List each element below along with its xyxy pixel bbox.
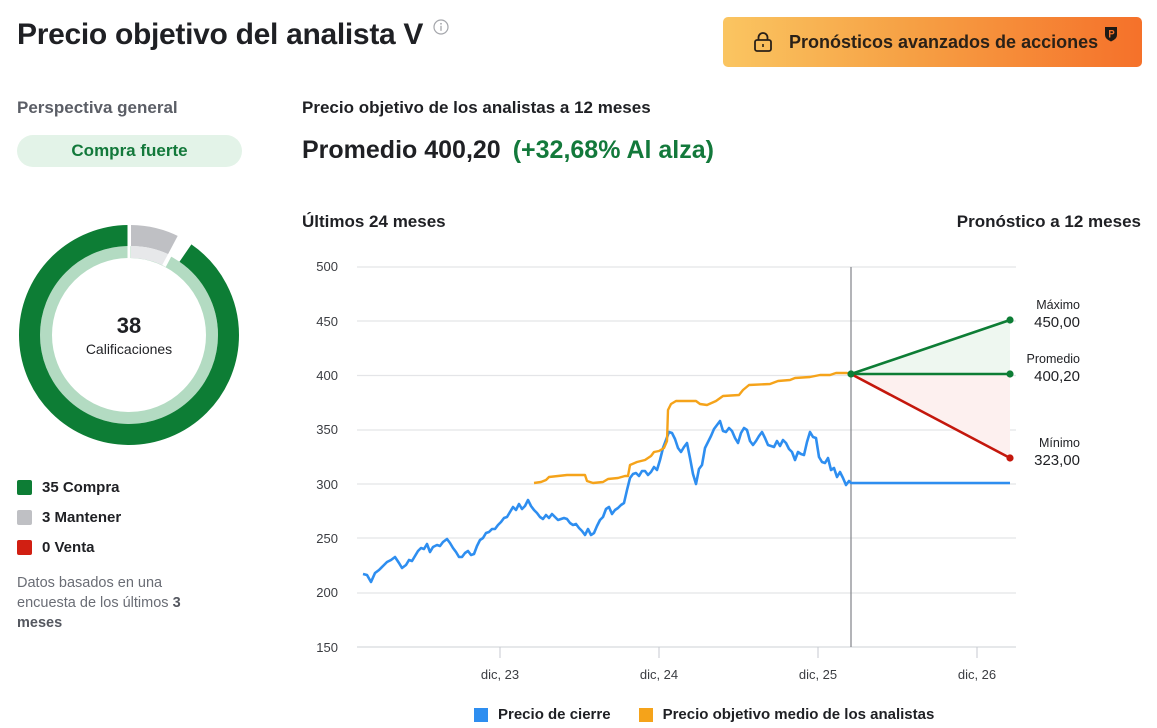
forecast-origin-dot — [847, 370, 855, 378]
svg-text:250: 250 — [316, 531, 338, 546]
legend-hold: 3 Mantener — [17, 502, 121, 532]
legend-sell: 0 Venta — [17, 532, 121, 562]
x-axis-labels: dic, 23 dic, 24 dic, 25 dic, 26 — [481, 667, 996, 682]
legend-closing-price-label: Precio de cierre — [498, 706, 611, 723]
svg-text:dic, 26: dic, 26 — [958, 667, 996, 682]
forecast-min-line — [850, 372, 1011, 460]
consensus-rating-badge: Compra fuerte — [17, 135, 242, 167]
page-title: Precio objetivo del analista V — [17, 18, 449, 52]
ratings-legend: 35 Compra 3 Mantener 0 Venta — [17, 472, 121, 562]
y-gridlines — [357, 266, 1016, 648]
legend-target-price-label: Precio objetivo medio de los analistas — [662, 706, 935, 723]
legend-closing-price[interactable]: Precio de cierre — [474, 706, 611, 723]
average-target: Promedio 400,20 (+32,68% Al alza) — [302, 136, 714, 165]
pro-p-badge-icon — [1105, 27, 1118, 42]
ratings-total-label: Calificaciones — [85, 341, 173, 357]
upside-percentage: (+32,68% Al alza) — [512, 136, 714, 164]
svg-text:450: 450 — [316, 314, 338, 329]
svg-text:500: 500 — [316, 259, 338, 274]
svg-text:400,20: 400,20 — [1034, 368, 1080, 385]
target-price-swatch-icon — [638, 707, 653, 722]
target-summary: Precio objetivo de los analistas a 12 me… — [302, 98, 714, 165]
svg-text:Máximo: Máximo — [1036, 298, 1080, 312]
svg-text:350: 350 — [316, 422, 338, 437]
overview-label: Perspectiva general — [17, 98, 178, 117]
overview-panel: Perspectiva general Compra fuerte — [17, 98, 247, 167]
legend-buy: 35 Compra — [17, 472, 121, 502]
svg-text:450,00: 450,00 — [1034, 314, 1080, 331]
ratings-donut-chart — [19, 224, 239, 445]
forecast-max-dot — [1006, 316, 1014, 324]
lock-icon — [754, 32, 772, 52]
sell-swatch-icon — [17, 539, 32, 555]
svg-text:Promedio: Promedio — [1027, 352, 1081, 366]
buy-swatch-icon — [17, 479, 32, 495]
info-circle-icon[interactable] — [433, 19, 449, 35]
ratings-total: 38 — [116, 313, 142, 338]
survey-note: Datos basados en una encuesta de los últ… — [17, 573, 207, 633]
svg-text:dic, 24: dic, 24 — [640, 667, 678, 682]
target-price-line — [533, 371, 852, 485]
legend-sell-label: 0 Venta — [42, 538, 95, 556]
svg-text:dic, 23: dic, 23 — [481, 667, 519, 682]
svg-text:200: 200 — [316, 585, 338, 600]
forecast-max-line — [850, 318, 1011, 376]
survey-note-text: Datos basados en una encuesta de los últ… — [17, 575, 173, 611]
forecast-upside-area — [851, 320, 1010, 374]
svg-text:400: 400 — [316, 368, 338, 383]
forecast-period-label: Pronóstico a 12 meses — [956, 212, 1141, 231]
closing-price-swatch-icon — [474, 707, 488, 722]
page-title-text: Precio objetivo del analista V — [17, 18, 424, 51]
closing-price-line — [362, 419, 1010, 584]
forecast-labels: Máximo 450,00 Promedio 400,20 Mínimo 323… — [1027, 298, 1081, 469]
svg-text:300: 300 — [316, 477, 338, 492]
forecast-avg-dot — [1006, 370, 1014, 378]
chart-legend: Precio de cierre Precio objetivo medio d… — [474, 706, 962, 723]
legend-target-price[interactable]: Precio objetivo medio de los analistas — [638, 706, 935, 723]
forecast-min-dot — [1006, 454, 1014, 462]
advanced-forecasts-label: Pronósticos avanzados de acciones — [789, 31, 1099, 52]
hold-swatch-icon — [17, 509, 32, 525]
svg-text:Mínimo: Mínimo — [1039, 436, 1080, 450]
advanced-forecasts-button[interactable]: Pronósticos avanzados de acciones — [723, 17, 1142, 67]
y-axis-labels: 500 450 400 350 300 250 200 150 — [316, 259, 338, 655]
forecast-downside-area — [851, 374, 1010, 459]
target-subtitle: Precio objetivo de los analistas a 12 me… — [302, 98, 651, 117]
survey-note-period: 3 meses — [17, 595, 181, 631]
legend-hold-label: 3 Mantener — [42, 508, 122, 526]
average-target-value: Promedio 400,20 — [302, 136, 501, 164]
donut-center-label: 38 Calificaciones — [18, 224, 240, 446]
svg-text:150: 150 — [316, 640, 338, 655]
legend-buy-label: 35 Compra — [42, 478, 120, 496]
svg-text:dic, 25: dic, 25 — [799, 667, 837, 682]
past-period-label: Últimos 24 meses — [302, 212, 446, 231]
svg-text:323,00: 323,00 — [1034, 452, 1080, 469]
x-axis-ticks — [499, 647, 978, 658]
